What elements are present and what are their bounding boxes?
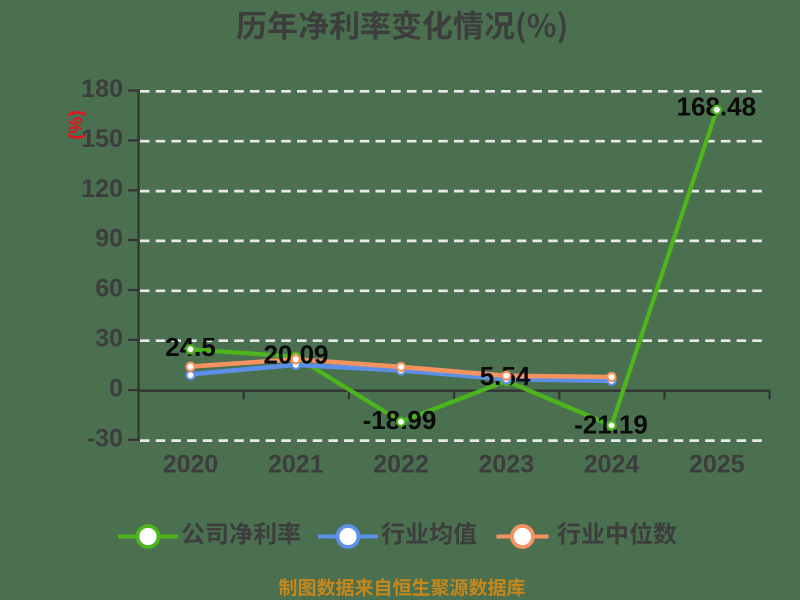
svg-text:60: 60 bbox=[95, 275, 123, 303]
svg-text:120: 120 bbox=[81, 175, 123, 203]
svg-text:90: 90 bbox=[95, 225, 123, 253]
svg-text:150: 150 bbox=[81, 125, 123, 153]
svg-text:-30: -30 bbox=[87, 424, 123, 452]
svg-text:30: 30 bbox=[95, 324, 123, 352]
svg-text:180: 180 bbox=[81, 75, 123, 103]
svg-text:2022: 2022 bbox=[373, 451, 429, 479]
svg-text:0: 0 bbox=[109, 375, 123, 403]
svg-text:2024: 2024 bbox=[584, 451, 640, 479]
svg-text:2025: 2025 bbox=[689, 451, 745, 479]
svg-text:(%): (%) bbox=[66, 110, 87, 140]
svg-text:2023: 2023 bbox=[478, 451, 534, 479]
svg-text:2021: 2021 bbox=[268, 451, 324, 479]
svg-text:2020: 2020 bbox=[163, 451, 219, 479]
